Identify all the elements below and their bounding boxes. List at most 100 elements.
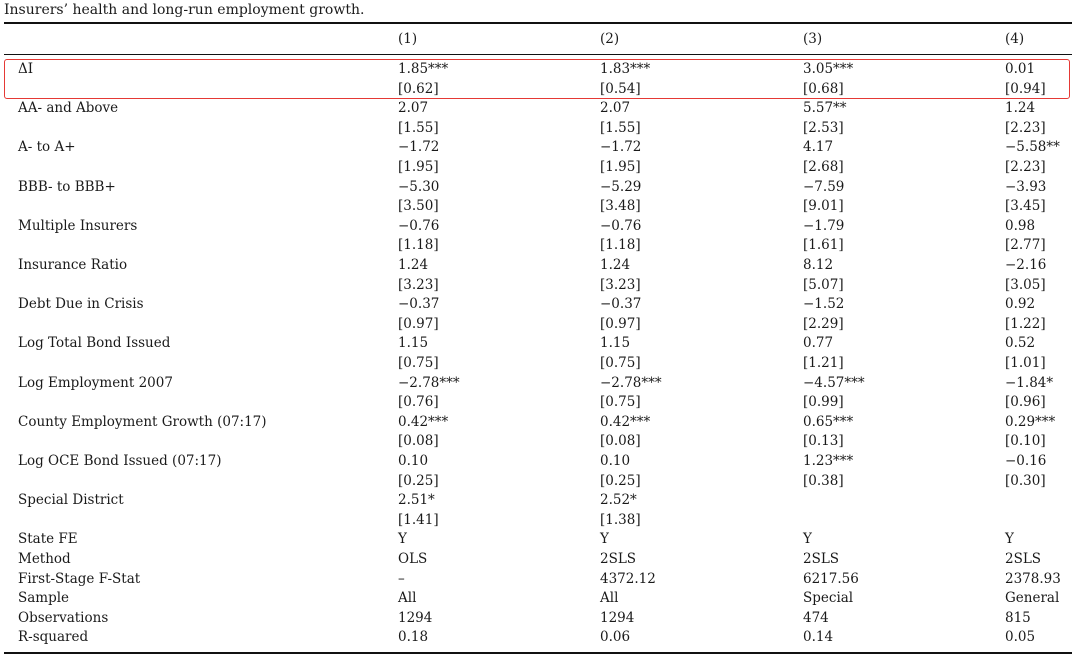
stat-label: First-Stage F-Stat	[18, 570, 141, 587]
row-label: ΔI	[18, 61, 34, 77]
std-error-cell: [0.96]	[1005, 394, 1046, 411]
std-error-cell: [0.13]	[803, 433, 844, 450]
coefficient-cell: −7.59	[803, 178, 845, 195]
std-error-cell: [2.23]	[1005, 119, 1046, 136]
stat-cell: All	[398, 590, 417, 607]
stat-cell: Y	[398, 531, 407, 548]
std-error-cell: [1.18]	[600, 237, 641, 254]
coefficient-cell: −2.78***	[600, 374, 662, 391]
std-error-cell: [0.38]	[803, 472, 844, 489]
coefficient-cell: 1.24	[398, 257, 429, 273]
highlight-box	[4, 59, 1070, 99]
row-label: Multiple Insurers	[18, 217, 138, 234]
coefficient-cell: 0.77	[803, 335, 834, 352]
std-error-cell: [2.29]	[803, 315, 844, 332]
stat-cell: 0.14	[803, 629, 834, 646]
stat-label: Method	[18, 551, 71, 567]
std-error-cell: [3.45]	[1005, 198, 1046, 215]
std-error-cell: [3.50]	[398, 198, 439, 215]
header-rule	[4, 54, 1072, 55]
coefficient-cell: 0.10	[398, 453, 429, 469]
coefficient-cell: 0.42***	[398, 413, 449, 430]
coefficient-cell: −0.37	[600, 296, 642, 313]
coefficient-cell: −2.78***	[398, 374, 460, 391]
stat-cell: –	[398, 570, 405, 587]
std-error-cell: [0.10]	[1005, 433, 1046, 450]
coefficient-cell: 1.83***	[600, 61, 651, 77]
coefficient-cell: 1.15	[600, 335, 631, 352]
coefficient-cell: −0.37	[398, 296, 440, 313]
coefficient-cell: −0.76	[398, 217, 440, 234]
row-label: Special District	[18, 492, 124, 509]
std-error-cell: [1.21]	[803, 355, 844, 371]
coefficient-cell: −5.30	[398, 178, 440, 195]
std-error-cell: [3.48]	[600, 198, 641, 215]
coefficient-cell: 0.98	[1005, 217, 1036, 234]
coefficient-cell: 1.23***	[803, 453, 854, 469]
coefficient-cell: −1.72	[600, 139, 642, 156]
row-label: A- to A+	[18, 139, 76, 156]
coefficient-cell: 1.24	[1005, 100, 1036, 117]
stat-cell: All	[600, 590, 619, 607]
stat-cell: Y	[600, 531, 609, 548]
row-label: Log OCE Bond Issued (07:17)	[18, 453, 222, 469]
row-label: BBB- to BBB+	[18, 178, 116, 195]
coefficient-cell: 0.52	[1005, 335, 1036, 352]
stat-cell: 1294	[398, 609, 433, 626]
std-error-cell: [0.75]	[600, 355, 641, 371]
column-header: (1)	[398, 31, 418, 47]
stat-cell: 6217.56	[803, 570, 859, 587]
stat-cell: General	[1005, 590, 1060, 607]
row-label: Debt Due in Crisis	[18, 296, 144, 313]
std-error-cell: [2.53]	[803, 119, 844, 136]
std-error-cell: [2.23]	[1005, 159, 1046, 175]
std-error-cell: [9.01]	[803, 198, 844, 215]
coefficient-cell: 2.07	[600, 100, 631, 117]
stat-cell: 2SLS	[600, 551, 637, 567]
std-error-cell: [1.22]	[1005, 315, 1046, 332]
table-caption: Insurers’ health and long-run employment…	[4, 2, 365, 18]
stat-cell: OLS	[398, 551, 428, 567]
coefficient-cell: 3.05***	[803, 61, 854, 77]
std-error-cell: [3.23]	[600, 276, 641, 293]
coefficient-cell: 5.57**	[803, 100, 847, 117]
bottom-rule	[4, 652, 1072, 654]
coefficient-cell: 2.52*	[600, 492, 637, 509]
stat-cell: 2SLS	[803, 551, 840, 567]
std-error-cell: [0.08]	[600, 433, 641, 450]
std-error-cell: [0.94]	[1005, 80, 1046, 97]
stat-cell: Y	[1005, 531, 1014, 548]
std-error-cell: [3.23]	[398, 276, 439, 293]
column-header: (3)	[803, 31, 823, 47]
stat-label: Sample	[18, 590, 70, 607]
stat-label: State FE	[18, 531, 78, 548]
row-label: County Employment Growth (07:17)	[18, 413, 267, 430]
std-error-cell: [0.68]	[803, 80, 844, 97]
std-error-cell: [0.08]	[398, 433, 439, 450]
std-error-cell: [0.30]	[1005, 472, 1046, 489]
std-error-cell: [0.76]	[398, 394, 439, 411]
std-error-cell: [1.95]	[398, 159, 439, 175]
coefficient-cell: −1.84*	[1005, 374, 1054, 391]
std-error-cell: [2.68]	[803, 159, 844, 175]
coefficient-cell: −0.76	[600, 217, 642, 234]
coefficient-cell: −5.29	[600, 178, 642, 195]
std-error-cell: [0.97]	[398, 315, 439, 332]
row-label: Log Total Bond Issued	[18, 335, 171, 352]
coefficient-cell: −2.16	[1005, 257, 1047, 273]
stat-cell: 0.05	[1005, 629, 1036, 646]
stat-label: Observations	[18, 609, 109, 626]
coefficient-cell: 1.15	[398, 335, 429, 352]
column-header: (4)	[1005, 31, 1025, 47]
coefficient-cell: 1.24	[600, 257, 631, 273]
std-error-cell: [1.41]	[398, 511, 439, 528]
coefficient-cell: 0.65***	[803, 413, 854, 430]
stat-cell: 4372.12	[600, 570, 656, 587]
top-rule	[4, 22, 1072, 24]
coefficient-cell: 2.51*	[398, 492, 435, 509]
coefficient-cell: −3.93	[1005, 178, 1047, 195]
std-error-cell: [1.18]	[398, 237, 439, 254]
stat-cell: 2SLS	[1005, 551, 1042, 567]
std-error-cell: [1.01]	[1005, 355, 1046, 371]
coefficient-cell: −1.72	[398, 139, 440, 156]
